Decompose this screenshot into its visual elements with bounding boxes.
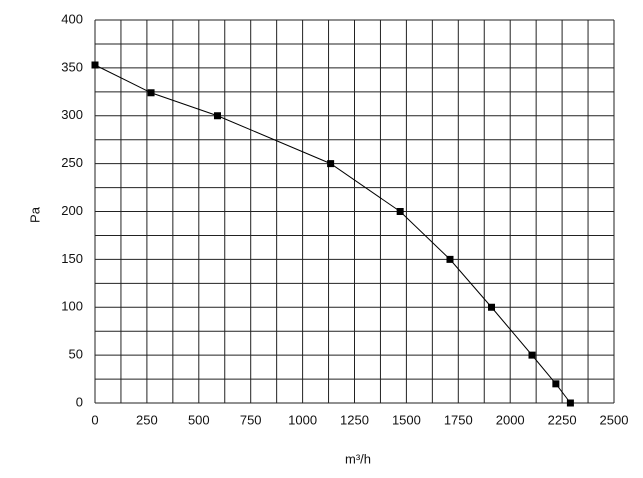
y-tick-label: 300 — [61, 107, 83, 122]
x-tick-label: 1000 — [288, 412, 317, 427]
data-point — [327, 160, 335, 168]
data-point — [566, 399, 574, 407]
y-tick-label: 200 — [61, 203, 83, 218]
data-point — [91, 61, 99, 69]
data-point — [528, 351, 536, 359]
y-tick-label: 0 — [76, 394, 83, 409]
x-tick-label: 1500 — [392, 412, 421, 427]
data-point — [147, 89, 155, 97]
y-tick-label: 50 — [69, 347, 83, 362]
y-tick-label: 250 — [61, 155, 83, 170]
data-point — [552, 380, 560, 388]
data-line — [94, 64, 571, 404]
x-tick-label: 500 — [188, 412, 210, 427]
data-point — [213, 112, 221, 120]
y-axis-label: Pa — [27, 206, 42, 223]
data-point — [488, 303, 496, 311]
y-tick-label: 350 — [61, 59, 83, 74]
x-tick-label: 1750 — [444, 412, 473, 427]
data-point — [446, 255, 454, 263]
y-tick-label: 400 — [61, 11, 83, 26]
x-tick-label: 2250 — [548, 412, 577, 427]
y-tick-label: 100 — [61, 299, 83, 314]
y-tick-label: 150 — [61, 251, 83, 266]
x-tick-label: 1250 — [340, 412, 369, 427]
x-tick-label: 250 — [136, 412, 158, 427]
x-tick-label: 2500 — [600, 412, 629, 427]
x-tick-label: 750 — [240, 412, 262, 427]
data-point — [396, 208, 404, 215]
x-tick-label: 2000 — [496, 412, 525, 427]
x-axis-label: m³/h — [345, 451, 371, 466]
x-tick-label: 0 — [91, 412, 98, 427]
